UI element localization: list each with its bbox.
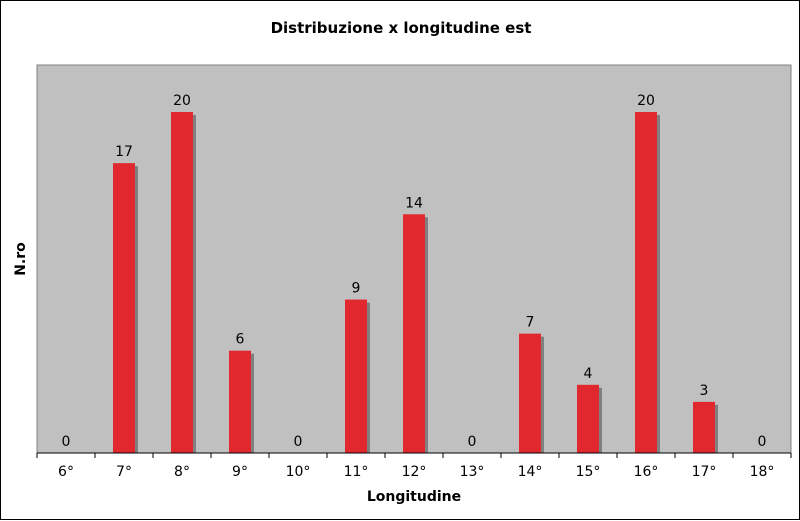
bar <box>577 384 599 453</box>
bar <box>171 112 193 453</box>
x-tick-label: 15° <box>576 464 601 480</box>
data-label: 0 <box>468 434 477 450</box>
x-tick-label: 8° <box>174 464 190 480</box>
x-tick-label: 10° <box>286 464 311 480</box>
bar <box>113 163 135 453</box>
x-tick-label: 7° <box>116 464 132 480</box>
data-label: 14 <box>405 195 423 211</box>
chart-title: Distribuzione x longitudine est <box>271 19 532 37</box>
bar <box>229 350 251 453</box>
x-tick-label: 16° <box>634 464 659 480</box>
x-tick-label: 18° <box>750 464 775 480</box>
data-label: 3 <box>700 383 709 399</box>
bar <box>693 401 715 453</box>
x-tick-label: 6° <box>58 464 74 480</box>
bar <box>403 214 425 453</box>
data-label: 20 <box>637 93 655 109</box>
x-tick-label: 9° <box>232 464 248 480</box>
data-label: 4 <box>584 366 593 382</box>
bars-layer <box>113 112 718 453</box>
x-tick-label: 17° <box>692 464 717 480</box>
bar <box>519 333 541 453</box>
data-label: 0 <box>62 434 71 450</box>
x-tick-label: 13° <box>460 464 485 480</box>
x-axis: 6° 7° 8° 9° 10° 11° 12° 13° 14° 15° 16° 17° 18° <box>36 452 792 480</box>
bar <box>345 299 367 453</box>
data-label: 20 <box>173 93 191 109</box>
x-tick-label: 11° <box>344 464 369 480</box>
x-tick-label: 12° <box>402 464 427 480</box>
x-tick-label: 14° <box>518 464 543 480</box>
data-label: 9 <box>352 281 361 297</box>
data-label: 0 <box>294 434 303 450</box>
x-axis-label: Longitudine <box>367 489 461 505</box>
data-labels-layer: 0 17 20 6 0 9 14 0 7 4 20 3 0 <box>62 93 767 450</box>
y-axis-label: N.ro <box>13 242 29 276</box>
bar <box>635 112 657 453</box>
data-label: 7 <box>526 315 535 331</box>
data-label: 17 <box>115 144 133 160</box>
data-label: 6 <box>236 332 245 348</box>
data-label: 0 <box>758 434 767 450</box>
